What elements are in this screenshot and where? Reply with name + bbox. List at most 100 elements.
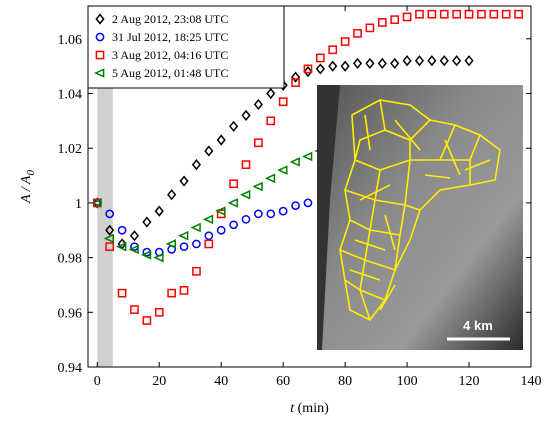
data-point [264,173,276,184]
data-point [452,55,462,67]
data-point [353,28,362,38]
data-point [290,71,301,83]
x-tick-label: 120 [459,374,480,389]
y-tick-label: 1.02 [58,142,83,157]
data-point [427,9,437,19]
data-point [328,45,338,55]
data-point [240,189,251,200]
data-point [229,179,238,189]
legend-box [87,5,285,89]
data-point [179,242,189,252]
x-tick-label: 80 [338,374,352,389]
data-point [278,97,288,107]
data-point [128,244,139,255]
satellite-image [317,85,523,350]
data-point [328,60,338,72]
data-point [390,15,400,25]
y-tick-label: 1.04 [58,88,83,103]
data-point [116,241,127,252]
data-point [105,242,115,252]
data-point [192,266,201,276]
x-tick-label: 20 [152,374,166,389]
floe-network [339,99,501,322]
data-point [377,57,387,70]
data-point [277,165,288,175]
legend-label: 2 Aug 2012, 23:08 UTC [112,12,228,26]
data-point [254,209,263,219]
data-point [266,209,276,219]
data-point [291,78,300,87]
data-point [91,198,102,208]
scale-label: 4 km [463,318,493,333]
x-label-var: t [290,401,295,416]
y-tick-label: 0.98 [58,252,83,267]
data-point [103,233,115,244]
data-point [129,230,140,242]
data-point [414,55,425,67]
data-point [291,201,300,210]
data-point [204,231,214,241]
x-label-unit: (min) [298,401,329,416]
data-point [439,55,449,67]
data-point [241,160,251,169]
data-point [154,307,164,317]
data-point [254,138,263,148]
data-point [229,220,238,230]
x-tick-label: 140 [521,374,542,389]
legend-label: 3 Aug 2012, 04:16 UTC [112,48,228,62]
data-point [352,57,363,70]
legend-marker [94,68,105,78]
data-point [303,198,313,208]
image-edge [317,85,340,350]
data-point [340,37,350,46]
data-point [266,116,276,126]
data-point [303,66,313,78]
data-point [191,159,201,171]
data-point [153,252,164,263]
data-point [154,205,164,217]
x-tick-label: 100 [397,374,418,389]
data-point [415,9,424,19]
data-point [365,23,375,33]
x-tick-label: 60 [276,374,290,389]
shaded-interval [97,6,113,367]
data-point [289,157,300,167]
data-point [192,239,201,249]
data-point [190,222,201,233]
data-point [477,9,486,19]
data-point [278,206,288,216]
data-point [202,214,214,225]
data-point [227,198,238,208]
data-point [377,18,387,27]
data-point [301,151,313,162]
data-point [390,57,400,70]
data-point [315,53,325,63]
data-point [167,288,176,298]
data-point [514,9,523,19]
data-point [142,216,152,228]
legend-label: 5 Aug 2012, 01:48 UTC [112,66,228,80]
legend-label: 31 Jul 2012, 18:25 UTC [112,30,228,44]
data-point [439,9,449,19]
data-point [464,55,474,67]
y-label-sub: 0 [25,170,37,176]
legend-marker [95,32,105,42]
data-point [105,224,115,236]
data-point [266,87,276,100]
data-point [464,9,474,19]
data-point [402,55,412,67]
data-point [303,64,313,74]
data-point [140,250,152,260]
legend-marker [95,50,105,60]
data-point [179,175,189,187]
data-point [204,239,214,249]
plot-frame [87,5,532,368]
data-point [252,181,263,192]
x-tick-label: 40 [214,374,228,389]
data-point [253,98,263,111]
data-point [178,230,189,241]
data-point [105,209,115,219]
data-point [365,57,375,70]
data-point [241,214,251,224]
